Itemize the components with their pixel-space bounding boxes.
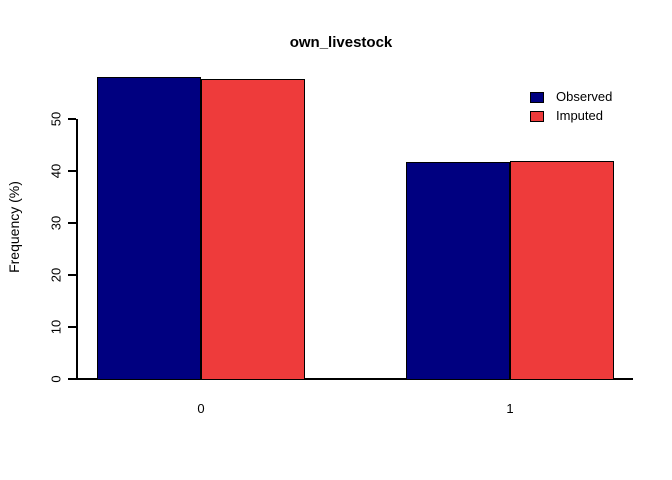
legend-label: Imputed <box>556 108 603 123</box>
x-axis-line <box>76 378 633 380</box>
legend-swatch-observed <box>530 91 544 103</box>
y-tick-label: 30 <box>48 215 64 231</box>
legend-item-imputed: Imputed <box>530 109 612 123</box>
y-tick-label: 50 <box>48 112 64 127</box>
y-tick <box>68 378 76 380</box>
y-tick <box>68 326 76 329</box>
bar-imputed-0 <box>201 78 305 380</box>
y-tick <box>68 118 76 121</box>
legend-item-observed: Observed <box>530 90 612 104</box>
bar-observed-0 <box>97 77 201 380</box>
y-tick <box>68 170 76 173</box>
y-tick-label: 20 <box>48 267 64 283</box>
legend-label: Observed <box>556 89 613 104</box>
y-tick-label: 0 <box>48 375 64 383</box>
x-category-label: 0 <box>197 401 205 416</box>
y-tick <box>68 222 76 225</box>
y-tick-label: 40 <box>48 164 64 179</box>
legend: Observed Imputed <box>530 90 612 128</box>
legend-swatch-imputed <box>530 110 544 122</box>
y-axis-line <box>76 119 78 380</box>
bar-imputed-1 <box>510 161 614 380</box>
y-tick <box>68 274 76 277</box>
y-axis-label: Frequency (%) <box>6 181 22 273</box>
y-tick-label: 10 <box>48 319 64 335</box>
x-category-label: 1 <box>506 401 514 416</box>
bar-observed-1 <box>406 162 510 380</box>
chart-title: own_livestock <box>289 34 393 51</box>
